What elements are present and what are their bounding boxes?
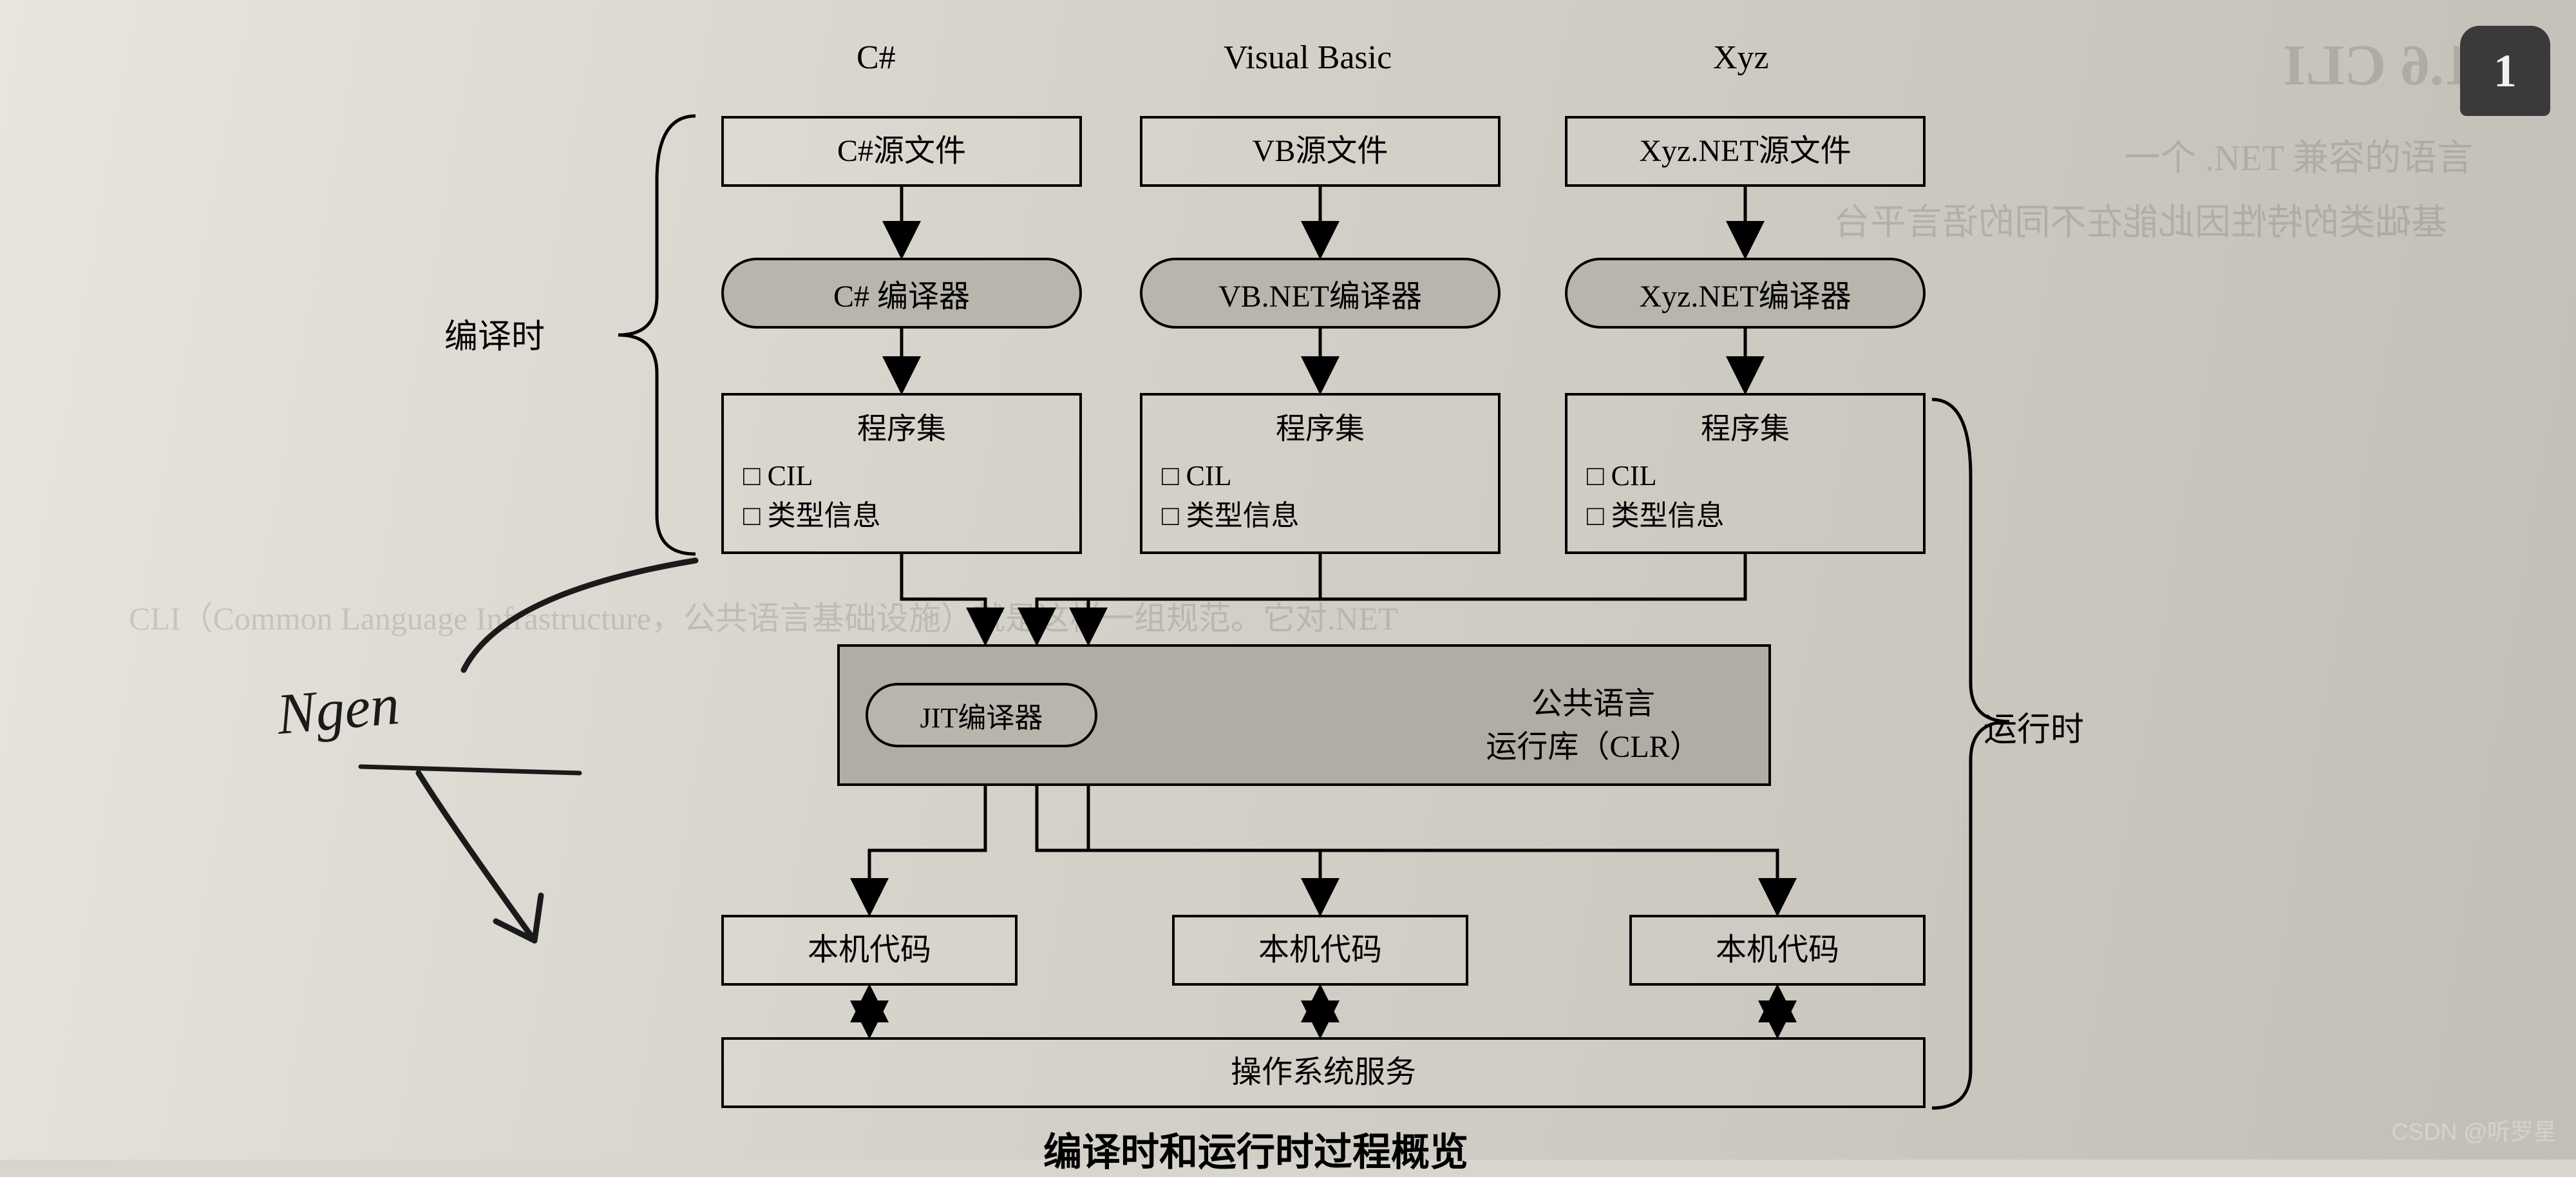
source-box-vb: VB源文件 <box>1140 116 1501 187</box>
assembly-box-csharp: 程序集 CIL 类型信息 <box>721 393 1082 554</box>
assembly-typeinfo: 类型信息 <box>743 496 1060 536</box>
watermark: CSDN @听罗星 <box>2391 1113 2557 1147</box>
compiler-label: Xyz.NET编译器 <box>1639 271 1851 316</box>
page-background: 1.6 CLI 一个 .NET 兼容的语言 CLI（Common Languag… <box>0 0 2576 1160</box>
jit-oval: JIT编译器 <box>866 683 1097 747</box>
native-box-3: 本机代码 <box>1629 915 1926 986</box>
native-box-2: 本机代码 <box>1172 915 1468 986</box>
clr-label: 公共语言 运行库（CLR） <box>1439 682 1748 769</box>
clr-line1: 公共语言 <box>1531 687 1655 721</box>
ghost-line-3: 基础类的特性因此能在不同的语言平台 <box>1834 193 2447 245</box>
run-time-label: 运行时 <box>1984 702 2084 751</box>
assembly-title: 程序集 <box>743 408 1060 450</box>
os-services-box: 操作系统服务 <box>721 1037 1926 1108</box>
figure-caption: 编译时和运行时过程概览 <box>1043 1121 1468 1177</box>
header-csharp: C# <box>857 39 896 77</box>
compiler-oval-vb: VB.NET编译器 <box>1140 258 1501 329</box>
ngen-annotation: Ngen <box>274 671 402 748</box>
assembly-title: 程序集 <box>1162 408 1479 450</box>
assembly-typeinfo: 类型信息 <box>1162 496 1479 536</box>
source-box-csharp: C#源文件 <box>721 116 1082 187</box>
assembly-box-vb: 程序集 CIL 类型信息 <box>1140 393 1501 554</box>
native-label: 本机代码 <box>808 930 931 970</box>
ghost-heading: 1.6 CLI <box>2283 32 2473 99</box>
assembly-cil: CIL <box>743 456 1060 496</box>
native-box-1: 本机代码 <box>721 915 1018 986</box>
native-label: 本机代码 <box>1716 930 1839 970</box>
assembly-box-xyz: 程序集 CIL 类型信息 <box>1565 393 1926 554</box>
source-box-xyz: Xyz.NET源文件 <box>1565 116 1926 187</box>
compiler-label: VB.NET编译器 <box>1218 271 1422 316</box>
os-services-label: 操作系统服务 <box>1231 1053 1416 1093</box>
compiler-oval-xyz: Xyz.NET编译器 <box>1565 258 1926 329</box>
assembly-cil: CIL <box>1162 456 1479 496</box>
header-vb: Visual Basic <box>1224 39 1392 77</box>
compiler-label: C# 编译器 <box>833 271 970 316</box>
compiler-oval-csharp: C# 编译器 <box>721 258 1082 329</box>
ghost-line-1: 一个 .NET 兼容的语言 <box>2124 129 2473 181</box>
jit-label: JIT编译器 <box>920 694 1043 736</box>
clr-line2: 运行库（CLR） <box>1486 730 1700 764</box>
chapter-tab: 1 <box>2460 26 2550 116</box>
native-label: 本机代码 <box>1258 930 1382 970</box>
ghost-line-2: CLI（Common Language Infrastructure，公共语言基… <box>129 593 1398 639</box>
assembly-typeinfo: 类型信息 <box>1587 496 1904 536</box>
source-label: Xyz.NET源文件 <box>1639 131 1851 171</box>
clr-box: JIT编译器 公共语言 运行库（CLR） <box>837 644 1771 786</box>
assembly-title: 程序集 <box>1587 408 1904 450</box>
compile-time-label: 编译时 <box>444 309 545 358</box>
source-label: VB源文件 <box>1253 131 1388 171</box>
header-xyz: Xyz <box>1713 39 1769 77</box>
assembly-cil: CIL <box>1587 456 1904 496</box>
source-label: C#源文件 <box>837 131 966 171</box>
